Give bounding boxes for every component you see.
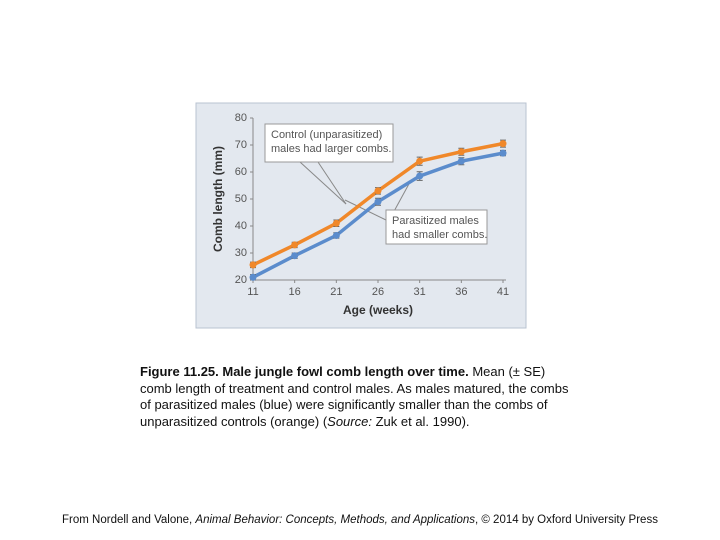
x-tick-label: 21 — [330, 286, 342, 298]
data-point — [457, 148, 465, 156]
x-tick-label: 41 — [497, 286, 509, 298]
footer-prefix: From Nordell and Valone, — [62, 514, 196, 526]
x-tick-label: 36 — [455, 286, 467, 298]
data-point — [416, 172, 424, 180]
data-point — [332, 231, 340, 239]
y-tick-label: 30 — [235, 247, 247, 259]
data-point — [291, 252, 299, 260]
callout-box — [385, 209, 488, 245]
annotation: males had larger combs. — [271, 143, 391, 155]
data-point — [291, 241, 299, 249]
x-axis-label: Age (weeks) — [343, 303, 413, 317]
annotation: Control (unparasitized) — [271, 129, 382, 141]
data-point — [499, 140, 507, 148]
x-tick-label: 31 — [414, 286, 426, 298]
y-tick-label: 20 — [235, 274, 247, 286]
caption-source: Zuk et al. 1990). — [371, 413, 470, 429]
y-tick-label: 80 — [235, 112, 247, 124]
y-tick-label: 40 — [235, 220, 247, 232]
footer: From Nordell and Valone, Animal Behavior… — [0, 514, 720, 526]
x-tick-label: 16 — [289, 286, 301, 298]
x-tick-label: 11 — [247, 286, 258, 298]
data-point — [249, 273, 257, 281]
footer-suffix: , © 2014 by Oxford University Press — [474, 514, 658, 526]
x-tick-label: 26 — [372, 286, 384, 298]
y-tick-label: 50 — [235, 193, 247, 205]
caption-title: Figure 11.25. Male jungle fowl comb leng… — [140, 364, 469, 379]
data-point — [332, 219, 340, 227]
caption-source-label: Source: — [327, 413, 372, 429]
data-point — [457, 157, 465, 165]
data-point — [374, 198, 382, 206]
data-point — [499, 149, 507, 157]
caption: Figure 11.25. Male jungle fowl comb leng… — [140, 364, 580, 430]
data-point — [249, 261, 257, 269]
y-tick-label: 70 — [235, 139, 247, 151]
y-axis-label: Comb length (mm) — [211, 146, 225, 252]
data-point — [416, 157, 424, 165]
callout-line — [299, 161, 347, 205]
callout-box — [264, 123, 394, 163]
callout-line — [317, 161, 347, 205]
footer-book: Animal Behavior: Concepts, Methods, and … — [195, 514, 475, 526]
y-tick-label: 60 — [235, 166, 247, 178]
data-point — [374, 187, 382, 195]
annotation: had smaller combs. — [392, 229, 487, 241]
annotation: Parasitized males — [392, 215, 479, 227]
caption-body: Mean (± SE) comb length of treatment and… — [140, 364, 569, 429]
